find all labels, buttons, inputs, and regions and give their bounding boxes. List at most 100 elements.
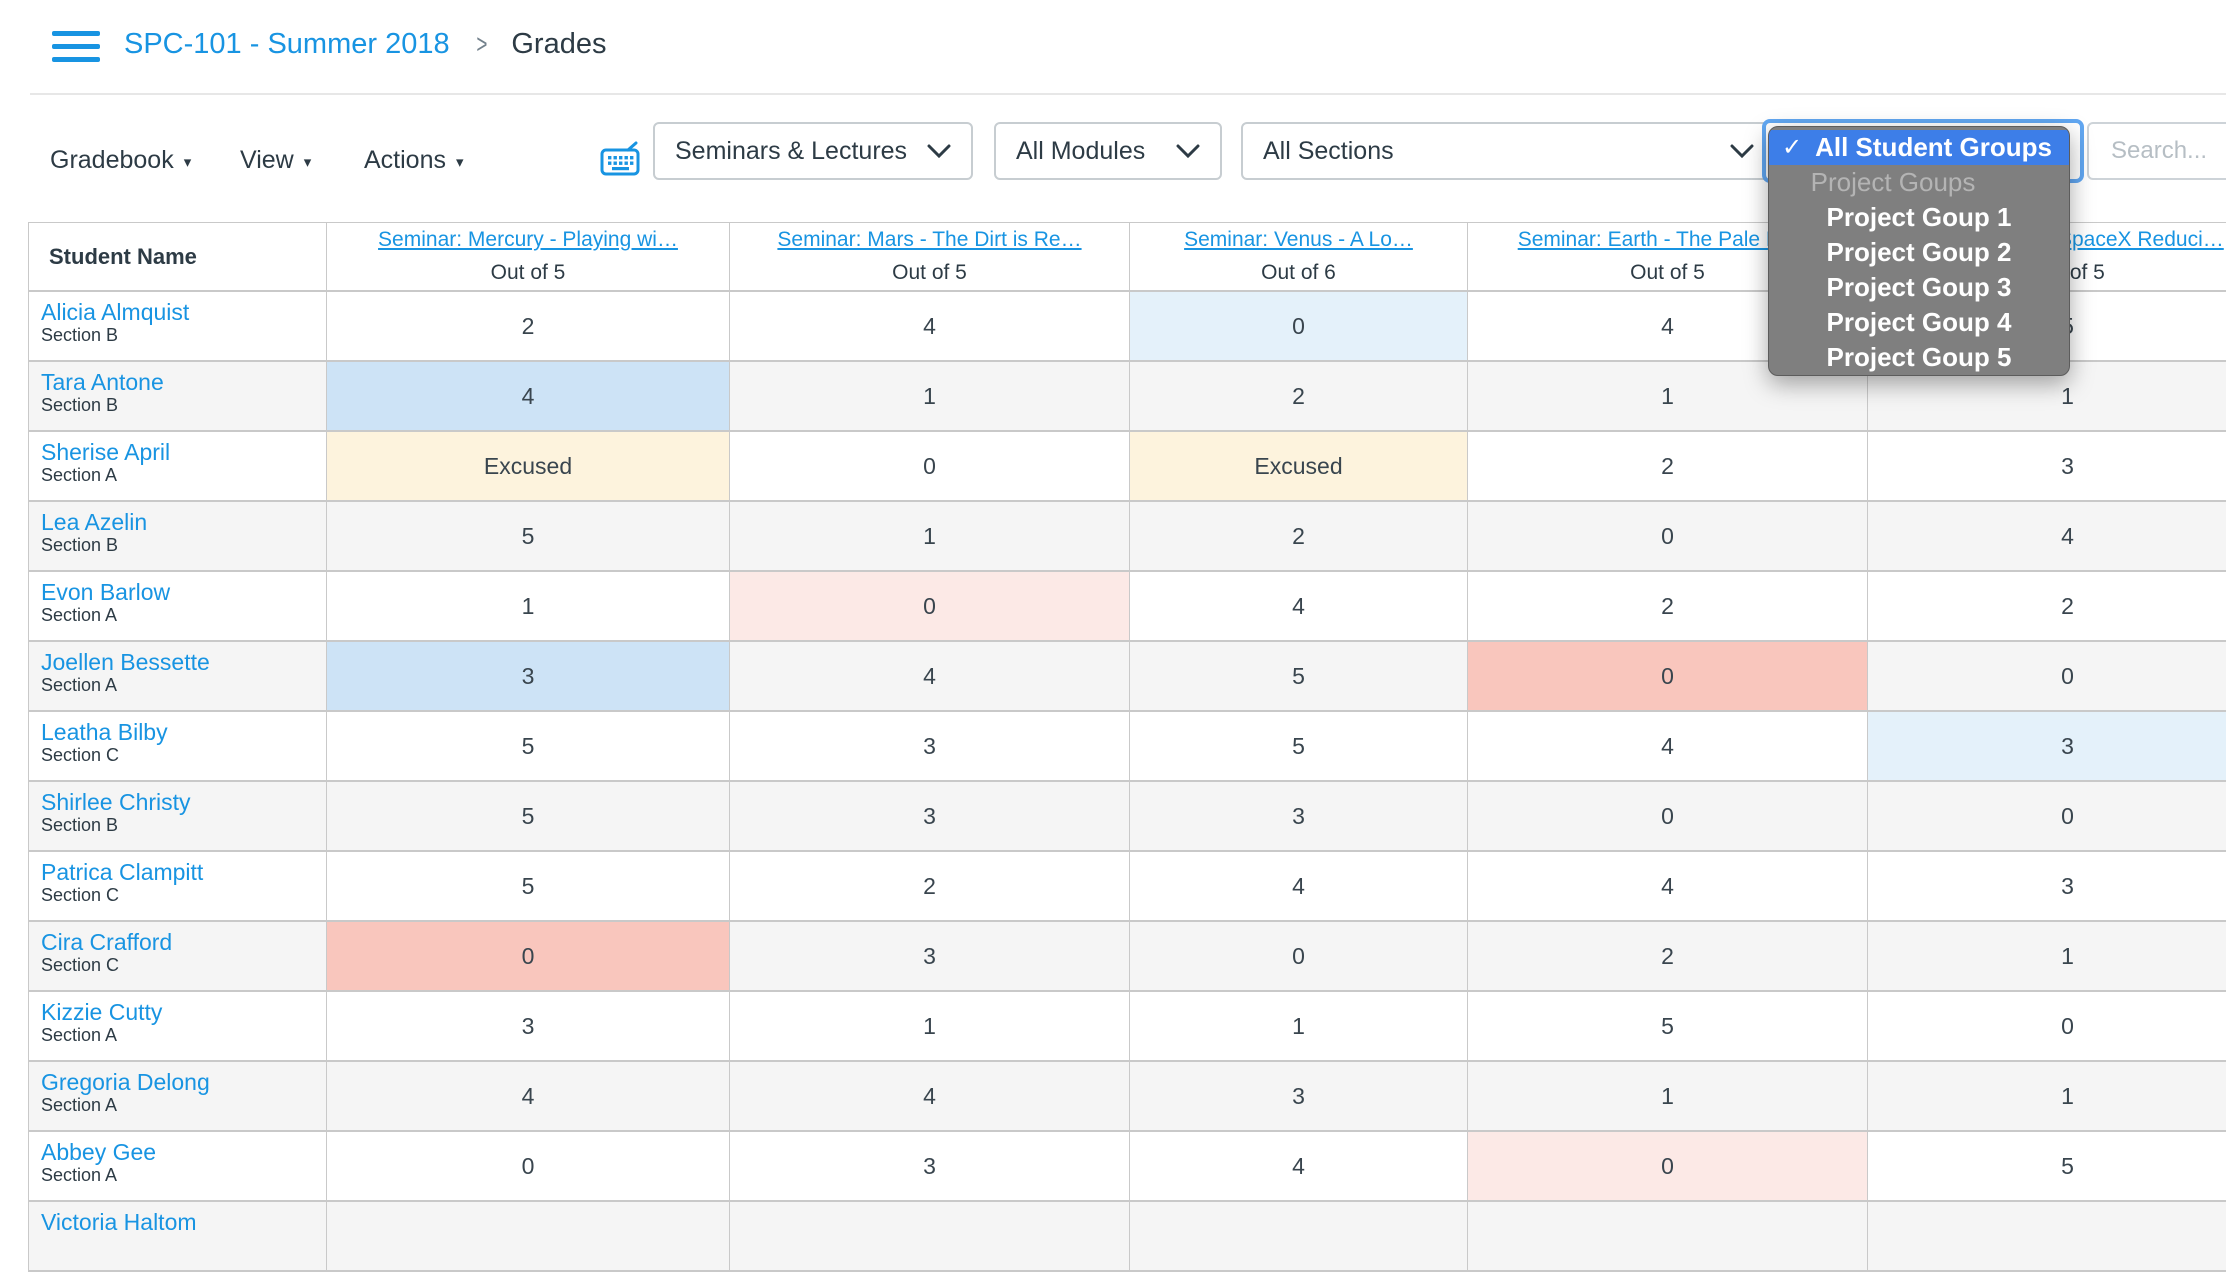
grade-cell[interactable]: 3 <box>1868 712 2226 782</box>
grade-cell[interactable]: 3 <box>730 712 1130 782</box>
grade-cell[interactable]: 1 <box>1868 1062 2226 1132</box>
grade-cell[interactable]: 4 <box>1130 1132 1468 1202</box>
student-name-link[interactable]: Kizzie Cutty <box>41 999 163 1025</box>
assignment-title-link[interactable]: Seminar: Earth - The Pale Blu… <box>1517 228 1818 251</box>
student-name-link[interactable]: Cira Crafford <box>41 929 173 955</box>
student-name-link[interactable]: Joellen Bessette <box>41 649 210 675</box>
grade-cell[interactable] <box>730 1202 1130 1272</box>
grade-cell[interactable]: 5 <box>327 852 730 922</box>
grade-cell[interactable] <box>1468 1202 1868 1272</box>
grade-cell[interactable]: 4 <box>1130 852 1468 922</box>
grade-cell[interactable]: 4 <box>327 1062 730 1132</box>
grade-cell[interactable]: 3 <box>730 782 1130 852</box>
grade-cell[interactable]: 2 <box>1468 432 1868 502</box>
grade-cell[interactable]: 4 <box>1130 572 1468 642</box>
assignment-filter-select[interactable]: Seminars & Lectures <box>653 122 973 180</box>
grade-cell[interactable]: 1 <box>730 992 1130 1062</box>
grade-cell[interactable]: 5 <box>1130 712 1468 782</box>
assignment-title-link[interactable]: Seminar: Venus - A Lo… <box>1184 228 1413 251</box>
student-name-link[interactable]: Patrica Clampitt <box>41 859 204 885</box>
keyboard-shortcuts-icon[interactable] <box>597 140 643 182</box>
grade-cell[interactable]: 0 <box>1130 292 1468 362</box>
dropdown-option[interactable]: ✓ All Student Groups <box>1769 130 2069 165</box>
grade-cell[interactable]: 3 <box>730 1132 1130 1202</box>
student-name-link[interactable]: Abbey Gee <box>41 1139 157 1165</box>
grade-cell[interactable]: 4 <box>1868 502 2226 572</box>
grade-cell[interactable]: 4 <box>327 362 730 432</box>
dropdown-option[interactable]: Project Goup 3 <box>1769 270 2069 305</box>
grade-cell[interactable]: 0 <box>1868 992 2226 1062</box>
grade-cell[interactable]: 0 <box>1468 1132 1868 1202</box>
assignment-title-link[interactable]: SpaceX Reduci… <box>2058 228 2224 251</box>
grade-cell[interactable]: 5 <box>1868 1132 2226 1202</box>
grade-cell[interactable]: 0 <box>327 922 730 992</box>
grade-cell[interactable] <box>1130 1202 1468 1272</box>
actions-menu-button[interactable]: Actions ▾ <box>364 146 464 174</box>
grade-cell[interactable]: 3 <box>1130 1062 1468 1132</box>
grade-cell[interactable] <box>327 1202 730 1272</box>
grade-cell[interactable]: 1 <box>1868 922 2226 992</box>
view-menu-button[interactable]: View ▾ <box>240 146 312 174</box>
grade-cell[interactable] <box>1868 1202 2226 1272</box>
grade-cell[interactable]: 0 <box>730 572 1130 642</box>
grade-cell[interactable]: Excused <box>327 432 730 502</box>
grade-cell[interactable]: 3 <box>327 642 730 712</box>
grade-cell[interactable]: 0 <box>1130 922 1468 992</box>
search-input[interactable] <box>2087 122 2226 180</box>
student-name-link[interactable]: Lea Azelin <box>41 509 148 535</box>
grade-cell[interactable]: 4 <box>1468 712 1868 782</box>
grade-cell[interactable]: 4 <box>730 292 1130 362</box>
grade-cell[interactable]: 0 <box>1868 782 2226 852</box>
grade-cell[interactable]: 2 <box>1868 572 2226 642</box>
grade-cell[interactable]: 5 <box>327 782 730 852</box>
grade-cell[interactable]: 0 <box>730 432 1130 502</box>
dropdown-option[interactable]: Project Goup 4 <box>1769 305 2069 340</box>
grade-cell[interactable]: 4 <box>730 1062 1130 1132</box>
grade-cell[interactable]: 2 <box>1468 922 1868 992</box>
dropdown-option[interactable]: Project Goup 5 <box>1769 340 2069 375</box>
grade-cell[interactable]: 3 <box>1868 432 2226 502</box>
grade-cell[interactable]: 5 <box>1130 642 1468 712</box>
modules-filter-select[interactable]: All Modules <box>994 122 1222 180</box>
student-name-link[interactable]: Tara Antone <box>41 369 164 395</box>
student-name-link[interactable]: Gregoria Delong <box>41 1069 210 1095</box>
grade-cell[interactable]: 3 <box>1868 852 2226 922</box>
grade-cell[interactable]: 2 <box>327 292 730 362</box>
grade-cell[interactable]: Excused <box>1130 432 1468 502</box>
grade-cell[interactable]: 4 <box>1468 852 1868 922</box>
grade-cell[interactable]: 1 <box>1868 362 2226 432</box>
grade-cell[interactable]: 5 <box>327 502 730 572</box>
grade-cell[interactable]: 2 <box>1468 572 1868 642</box>
grade-cell[interactable]: 0 <box>1468 502 1868 572</box>
gradebook-menu-button[interactable]: Gradebook ▾ <box>50 146 192 174</box>
grade-cell[interactable]: 5 <box>1468 992 1868 1062</box>
hamburger-menu-icon[interactable] <box>52 31 100 65</box>
grade-cell[interactable]: 0 <box>1468 782 1868 852</box>
grade-cell[interactable]: 3 <box>730 922 1130 992</box>
grade-cell[interactable]: 1 <box>730 362 1130 432</box>
grade-cell[interactable]: 2 <box>730 852 1130 922</box>
grade-cell[interactable]: 1 <box>327 572 730 642</box>
student-name-link[interactable]: Shirlee Christy <box>41 789 191 815</box>
dropdown-option[interactable]: Project Goup 1 <box>1769 200 2069 235</box>
student-name-link[interactable]: Sherise April <box>41 439 171 465</box>
sections-filter-select[interactable]: All Sections <box>1241 122 1776 180</box>
student-name-link[interactable]: Alicia Almquist <box>41 299 190 325</box>
grade-cell[interactable]: 1 <box>1468 362 1868 432</box>
grade-cell[interactable]: 1 <box>1468 1062 1868 1132</box>
grade-cell[interactable]: 5 <box>327 712 730 782</box>
grade-cell[interactable]: 4 <box>730 642 1130 712</box>
grade-cell[interactable]: 1 <box>1130 992 1468 1062</box>
assignment-title-link[interactable]: Seminar: Mars - The Dirt is Re… <box>777 228 1082 251</box>
student-name-link[interactable]: Evon Barlow <box>41 579 171 605</box>
grade-cell[interactable]: 0 <box>1868 642 2226 712</box>
student-name-link[interactable]: Victoria Haltom <box>41 1209 197 1235</box>
assignment-title-link[interactable]: Seminar: Mercury - Playing wi… <box>378 228 678 251</box>
grade-cell[interactable]: 0 <box>327 1132 730 1202</box>
dropdown-option[interactable]: Project Goup 2 <box>1769 235 2069 270</box>
grade-cell[interactable]: 2 <box>1130 362 1468 432</box>
grade-cell[interactable]: 3 <box>1130 782 1468 852</box>
student-name-link[interactable]: Leatha Bilby <box>41 719 168 745</box>
breadcrumb-course-link[interactable]: SPC-101 - Summer 2018 <box>124 28 450 60</box>
grade-cell[interactable]: 0 <box>1468 642 1868 712</box>
